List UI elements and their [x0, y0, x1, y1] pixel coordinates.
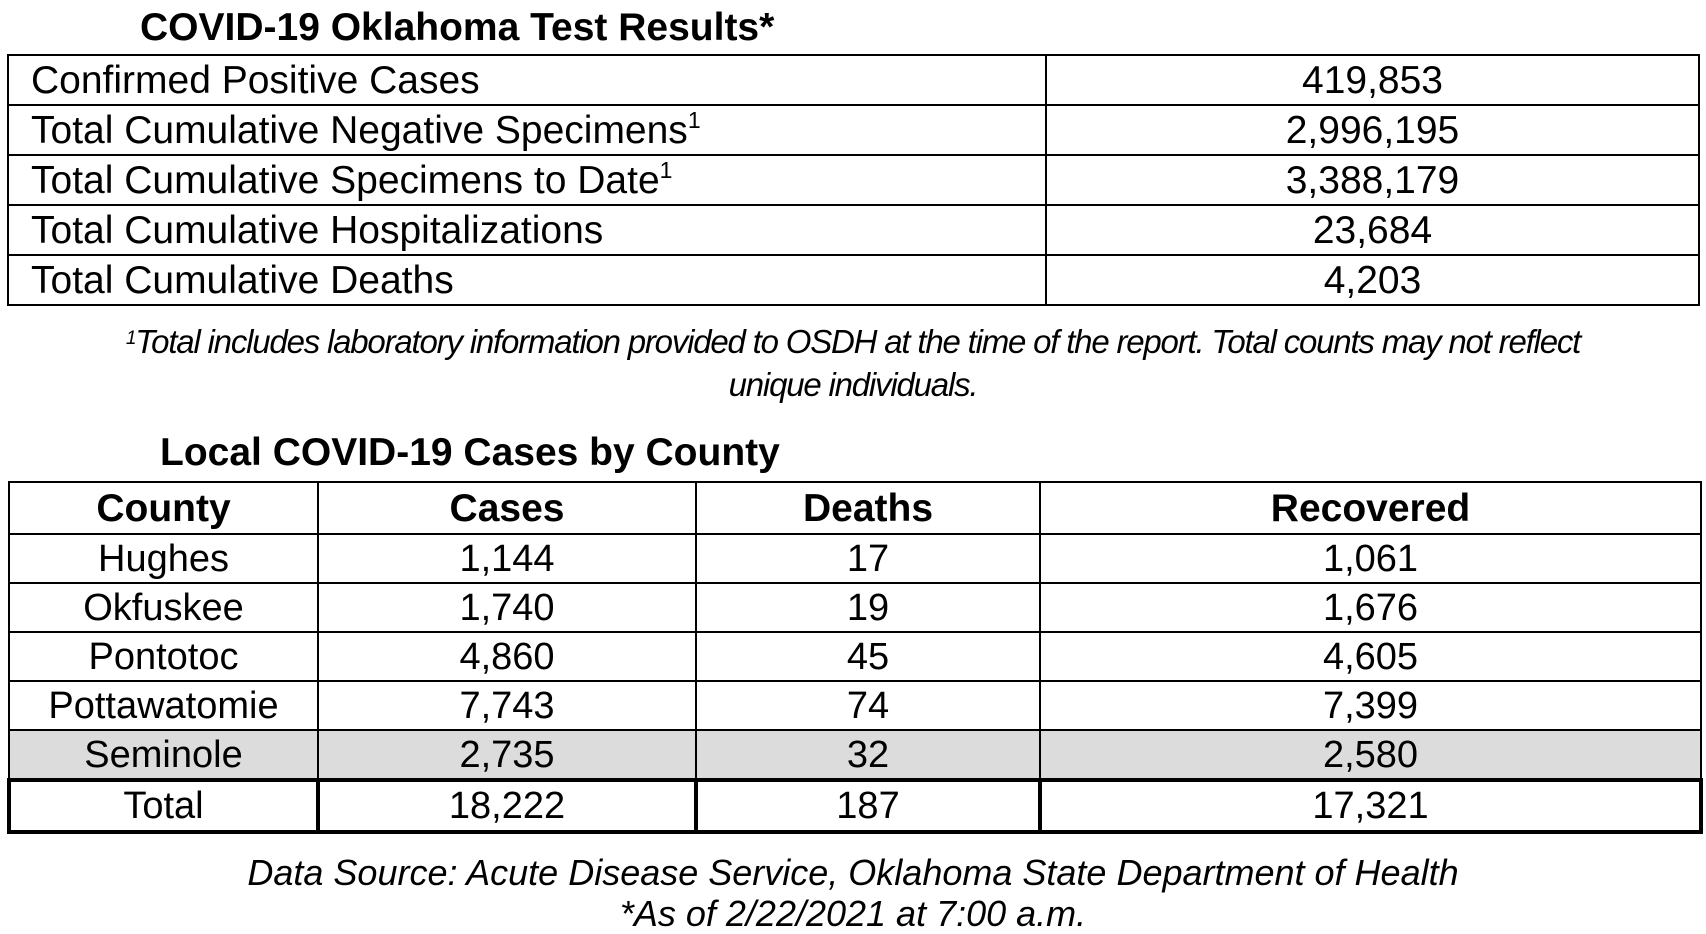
- deaths-cell: 19: [695, 582, 1041, 633]
- row-value: 2,996,195: [1045, 104, 1700, 156]
- table-row: Hughes 1,144 17 1,061: [8, 533, 1702, 584]
- row-value: 23,684: [1045, 204, 1700, 256]
- data-source-line: Data Source: Acute Disease Service, Okla…: [247, 852, 1459, 893]
- deaths-cell: 32: [695, 729, 1041, 781]
- cases-cell: 1,144: [317, 533, 697, 584]
- row-label: Total Cumulative Specimens to Date1: [7, 154, 1047, 206]
- footnote-line: unique individuals.: [728, 366, 979, 403]
- footnote-marker: 1: [125, 328, 137, 349]
- data-source-note: Data Source: Acute Disease Service, Okla…: [0, 852, 1706, 934]
- total-row: Total 18,222 187 17,321: [7, 778, 1703, 834]
- footnote: 1Total includes laboratory information p…: [0, 320, 1706, 406]
- test-results-title: COVID-19 Oklahoma Test Results*: [140, 6, 775, 49]
- recovered-cell: 7,399: [1039, 680, 1702, 731]
- cases-cell: 2,735: [317, 729, 697, 781]
- county-cell: Pottawatomie: [8, 680, 319, 731]
- table-row: Total Cumulative Deaths 4,203: [7, 254, 1700, 306]
- recovered-cell: 1,061: [1039, 533, 1702, 584]
- as-of-date-line: *As of 2/22/2021 at 7:00 a.m.: [619, 893, 1087, 934]
- footnote-marker: 1: [659, 156, 673, 183]
- row-label: Total Cumulative Deaths: [7, 254, 1047, 306]
- header-row: County Cases Deaths Recovered: [8, 481, 1702, 535]
- county-cell: Pontotoc: [8, 631, 319, 682]
- row-label: Total Cumulative Negative Specimens1: [7, 104, 1047, 156]
- deaths-cell: 45: [695, 631, 1041, 682]
- row-value: 3,388,179: [1045, 154, 1700, 206]
- test-results-table: Confirmed Positive Cases 419,853 Total C…: [7, 54, 1700, 306]
- deaths-cell: 17: [695, 533, 1041, 584]
- total-deaths-cell: 187: [694, 778, 1042, 834]
- total-label-cell: Total: [7, 778, 320, 834]
- table-row: Confirmed Positive Cases 419,853: [7, 54, 1700, 106]
- row-label: Confirmed Positive Cases: [7, 54, 1047, 106]
- row-label: Total Cumulative Hospitalizations: [7, 204, 1047, 256]
- column-header-cases: Cases: [317, 481, 697, 535]
- total-cases-cell: 18,222: [316, 778, 698, 834]
- row-value: 4,203: [1045, 254, 1700, 306]
- county-cell: Seminole: [8, 729, 319, 781]
- cases-cell: 7,743: [317, 680, 697, 731]
- column-header-county: County: [8, 481, 319, 535]
- column-header-deaths: Deaths: [695, 481, 1041, 535]
- table-row: Total Cumulative Specimens to Date1 3,38…: [7, 154, 1700, 206]
- county-cell: Hughes: [8, 533, 319, 584]
- footnote-marker: 1: [687, 106, 701, 133]
- table-row: Pottawatomie 7,743 74 7,399: [8, 680, 1702, 731]
- table-row: Total Cumulative Hospitalizations 23,684: [7, 204, 1700, 256]
- recovered-cell: 1,676: [1039, 582, 1702, 633]
- cases-cell: 4,860: [317, 631, 697, 682]
- recovered-cell: 2,580: [1039, 729, 1702, 781]
- county-table-title: Local COVID-19 Cases by County: [160, 431, 780, 474]
- footnote-line: 1Total includes laboratory information p…: [125, 323, 1581, 360]
- recovered-cell: 4,605: [1039, 631, 1702, 682]
- deaths-cell: 74: [695, 680, 1041, 731]
- county-cell: Okfuskee: [8, 582, 319, 633]
- county-cases-table: County Cases Deaths Recovered Hughes 1,1…: [7, 481, 1703, 834]
- table-row: Total Cumulative Negative Specimens1 2,9…: [7, 104, 1700, 156]
- table-row-highlighted: Seminole 2,735 32 2,580: [8, 729, 1702, 781]
- column-header-recovered: Recovered: [1039, 481, 1702, 535]
- total-recovered-cell: 17,321: [1038, 778, 1703, 834]
- table-row: Pontotoc 4,860 45 4,605: [8, 631, 1702, 682]
- row-value: 419,853: [1045, 54, 1700, 106]
- cases-cell: 1,740: [317, 582, 697, 633]
- table-row: Okfuskee 1,740 19 1,676: [8, 582, 1702, 633]
